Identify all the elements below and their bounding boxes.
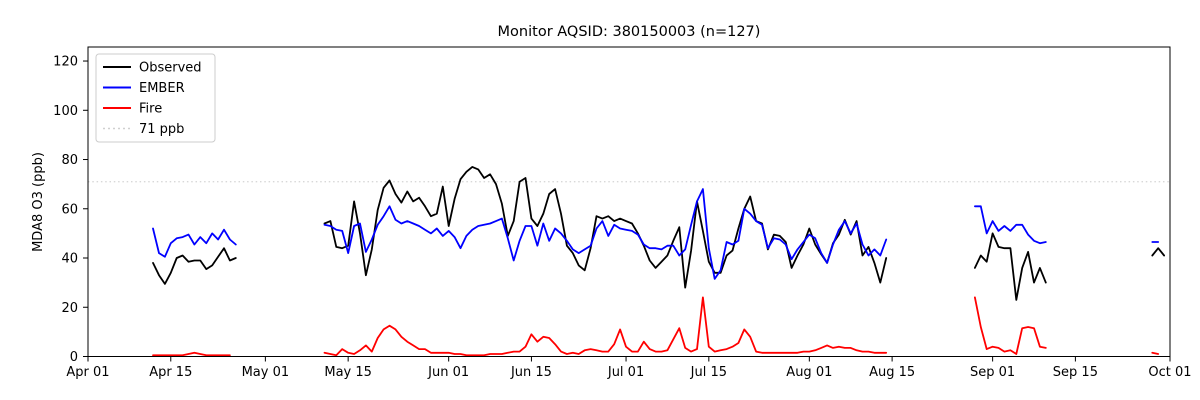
legend: Observed EMBER Fire 71 ppb — [95, 53, 216, 143]
x-tick-label: Sep 01 — [970, 365, 1015, 380]
series-fire-segment-2 — [974, 296, 1047, 355]
legend-box — [95, 53, 216, 143]
series-observed-segment-1 — [323, 165, 888, 289]
x-tick-label: Sep 15 — [1053, 365, 1098, 380]
y-axis-label: MDA8 O3 (ppb) — [31, 152, 46, 252]
legend-label-ember: EMBER — [139, 81, 185, 96]
y-tick-label: 60 — [61, 202, 78, 217]
series-observed-segment-0 — [152, 247, 237, 285]
x-tick-label: May 01 — [242, 365, 290, 380]
series-observed-segment-3 — [1151, 247, 1165, 257]
y-tick-label: 100 — [53, 104, 78, 119]
x-tick-label: Jul 15 — [690, 365, 727, 380]
x-tick-label: Apr 15 — [149, 365, 192, 380]
series-ember-segment-1 — [323, 188, 888, 280]
x-tick-label: Oct 01 — [1148, 365, 1191, 380]
series-fire-segment-3 — [1151, 351, 1160, 355]
y-tick-label: 120 — [53, 55, 78, 70]
x-tick-label: Aug 01 — [786, 365, 832, 380]
series-ember-segment-2 — [974, 205, 1047, 245]
plot-area: Apr 01 Apr 15 May 01 May 15 Jun 01 Jun 15 Jul … — [53, 46, 1192, 380]
y-tick-label: 20 — [61, 301, 78, 316]
x-tick-label: Apr 01 — [66, 365, 109, 380]
series-observed-segment-2 — [974, 232, 1047, 301]
x-tick-label: May 15 — [324, 365, 372, 380]
plot-frame — [87, 46, 1171, 357]
y-tick-label: 40 — [61, 252, 78, 267]
series-ember-segment-0 — [152, 227, 237, 258]
y-tick-label: 0 — [70, 350, 78, 365]
y-tick-label: 80 — [61, 153, 78, 168]
x-tick-label: Aug 15 — [869, 365, 915, 380]
series-fire-segment-1 — [323, 296, 888, 357]
x-tick-label: Jul 01 — [607, 365, 644, 380]
x-tick-label: Jun 01 — [427, 365, 469, 380]
legend-label-fire: Fire — [139, 102, 162, 117]
chart-title: Monitor AQSID: 380150003 (n=127) — [498, 24, 761, 40]
series-fire-segment-0 — [152, 351, 231, 357]
legend-label-threshold: 71 ppb — [139, 122, 184, 137]
legend-label-observed: Observed — [139, 61, 202, 76]
x-tick-label: Jun 15 — [510, 365, 552, 380]
